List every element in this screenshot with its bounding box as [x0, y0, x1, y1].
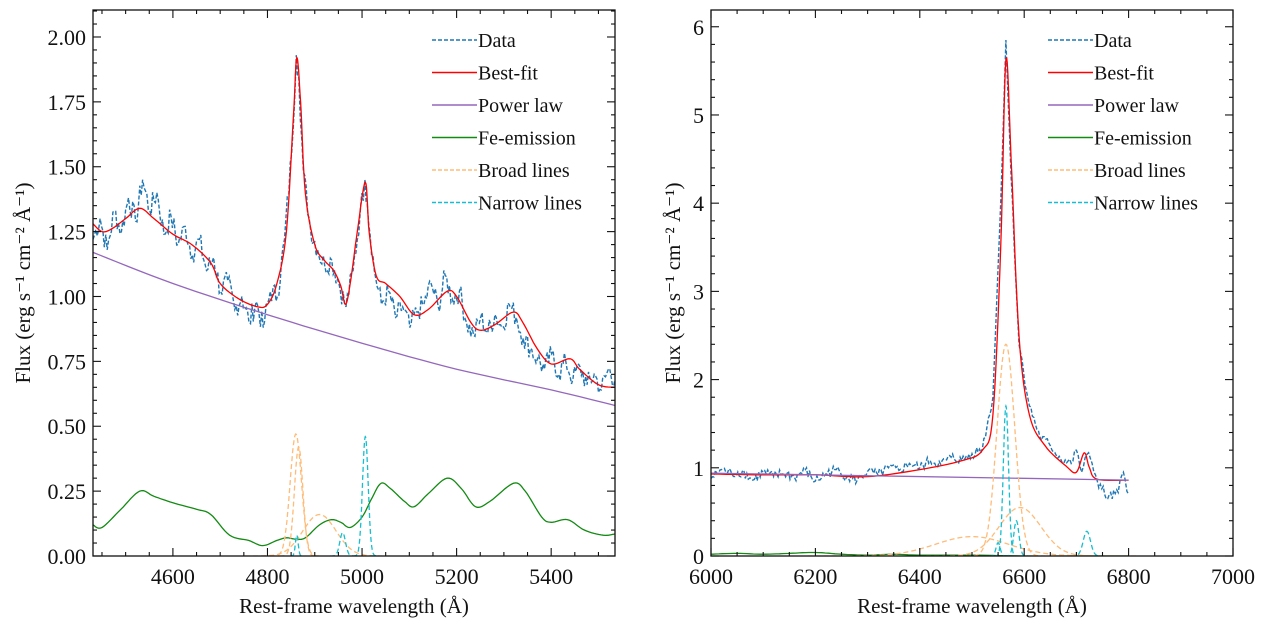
legend-label: Broad lines: [1094, 160, 1186, 182]
legend-label: Power law: [1094, 95, 1180, 117]
y-tick-label: 1.50: [48, 155, 87, 180]
series-data-line: [711, 39, 1130, 500]
x-tick-label: 6600: [1002, 564, 1046, 589]
x-tick-label: 5200: [435, 564, 479, 589]
series-broad-lines-component-0: [966, 343, 1046, 556]
x-axis-label: Rest-frame wavelength (Å): [857, 594, 1087, 618]
y-tick-label: 0.50: [48, 414, 87, 439]
x-tick-label: 4600: [151, 564, 195, 589]
x-tick-label: 7000: [1211, 564, 1255, 589]
x-axis-label: Rest-frame wavelength (Å): [239, 594, 469, 618]
y-tick-label: 2.00: [48, 25, 87, 50]
series-fe-emission-line: [93, 477, 615, 547]
x-tick-label: 6400: [898, 564, 942, 589]
series-best-fit-line: [711, 57, 1129, 482]
legend-label: Broad lines: [478, 160, 570, 182]
series-best-fit-line: [93, 56, 615, 388]
legend: Data Best-fit Power law Fe-emission Broad li…: [432, 30, 582, 215]
legend-label: Data: [478, 30, 516, 52]
series-narrow-lines-component-1: [329, 531, 356, 556]
y-tick-label: 5: [693, 103, 704, 128]
x-tick-label: 5000: [340, 564, 384, 589]
y-tick-label: 2: [693, 368, 704, 393]
x-tick-label: 6200: [793, 564, 837, 589]
legend-label: Best-fit: [478, 63, 538, 85]
x-tick-label: 6000: [689, 564, 733, 589]
x-tick-label: 5400: [529, 564, 573, 589]
legend-label: Data: [1094, 30, 1132, 52]
y-tick-label: 6: [693, 15, 704, 40]
y-tick-label: 0.25: [48, 479, 87, 504]
y-tick-label: 3: [693, 279, 704, 304]
y-axis-label: Flux (erg s⁻¹ cm⁻² Å⁻¹): [11, 182, 35, 383]
y-tick-label: 1.75: [48, 90, 87, 115]
legend-label: Best-fit: [1094, 63, 1154, 85]
y-tick-label: 1: [693, 456, 704, 481]
y-tick-label: 0: [693, 544, 704, 569]
panel-left: 4600 4800 5000 5200 5400 0.00 0.25 0.50 0.75 1.00…: [11, 9, 616, 618]
series-narrow-lines-component-2: [352, 435, 379, 556]
y-tick-label: 1.00: [48, 284, 87, 309]
series-narrow-lines-component-3: [1070, 530, 1104, 556]
series-power-law-line: [93, 251, 615, 407]
y-tick-label: 0.75: [48, 349, 87, 374]
legend-label: Fe-emission: [478, 128, 576, 150]
series-broad-lines-component-1: [279, 446, 318, 556]
y-tick-label: 0.00: [48, 544, 87, 569]
legend-label: Narrow lines: [1094, 193, 1198, 215]
panel-right: 6000 6200 6400 6600 6800 7000 0 1 2 3 4 5 6 Rest-fram…: [661, 9, 1255, 618]
x-tick-label: 6800: [1107, 564, 1151, 589]
legend-label: Power law: [478, 95, 564, 117]
x-tick-label: 4800: [245, 564, 289, 589]
series-power-law-line: [711, 472, 1129, 481]
legend-label: Fe-emission: [1094, 128, 1192, 150]
legend-label: Narrow lines: [478, 193, 582, 215]
y-axis-label: Flux (erg s⁻¹ cm⁻² Å⁻¹): [661, 182, 685, 383]
y-tick-label: 4: [693, 191, 704, 216]
plot-area: [711, 39, 1137, 556]
y-tick-label: 1.25: [48, 220, 87, 245]
legend: Data Best-fit Power law Fe-emission Broad li…: [1048, 30, 1198, 215]
